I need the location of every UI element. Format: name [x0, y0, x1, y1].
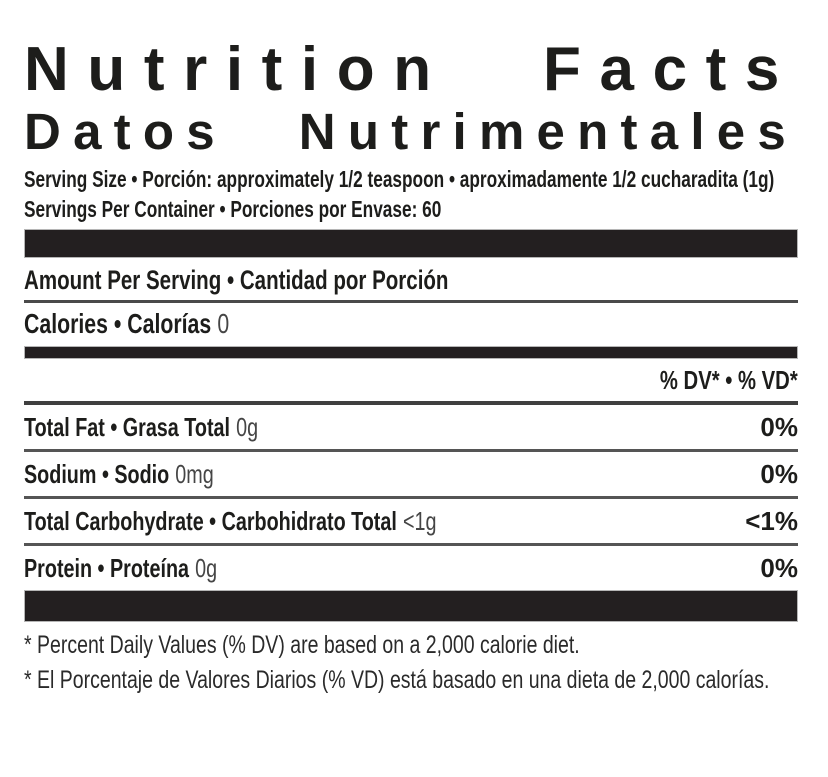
divider-under-dv-header — [24, 401, 798, 405]
divider-under-amount-header — [24, 300, 798, 303]
amount-per-serving-header: Amount Per Serving • Cantidad por Porció… — [24, 258, 798, 300]
nutrient-amount: 0g — [195, 553, 218, 583]
nutrient-row-sodium: Sodium • Sodio 0mg 0% — [24, 452, 798, 499]
daily-value-header: % DV* • % VD* — [24, 359, 798, 401]
nutrient-daily-value: <1% — [745, 506, 798, 536]
nutrient-row-protein: Protein • Proteína 0g 0% — [24, 546, 798, 590]
nutrient-daily-value: 0% — [760, 412, 798, 442]
servings-per-container-text: Servings Per Container • Porciones por E… — [24, 196, 442, 222]
nutrient-label: Total Fat • Grasa Total — [24, 412, 231, 442]
nutrient-row-total-carbohydrate: Total Carbohydrate • Carbohidrato Total <… — [24, 499, 798, 546]
top-separator-bar — [24, 229, 798, 258]
daily-value-header-text: % DV* • % VD* — [660, 365, 798, 395]
nutrient-label: Protein • Proteína — [24, 553, 190, 583]
amount-per-serving-text: Amount Per Serving • Cantidad por Porció… — [24, 265, 449, 295]
nutrient-label: Sodium • Sodio — [24, 459, 170, 489]
serving-size-line: Serving Size • Porción: approximately 1/… — [24, 164, 798, 194]
footnote-english: * Percent Daily Values (% DV) are based … — [24, 629, 798, 661]
serving-size-text: Serving Size • Porción: approximately 1/… — [24, 166, 775, 192]
footnote-spanish: * El Porcentaje de Valores Diarios (% VD… — [24, 664, 798, 696]
footnote-english-text: * Percent Daily Values (% DV) are based … — [24, 631, 580, 659]
servings-per-container-line: Servings Per Container • Porciones por E… — [24, 194, 798, 224]
calories-value: 0 — [217, 308, 230, 339]
title-english: Nutrition Facts — [24, 35, 798, 104]
footnote-spanish-text: * El Porcentaje de Valores Diarios (% VD… — [24, 666, 770, 694]
bottom-separator-bar — [24, 590, 798, 622]
nutrient-amount: 0mg — [175, 459, 214, 489]
nutrient-daily-value: 0% — [760, 553, 798, 583]
title-spanish: Datos Nutrimentales — [24, 103, 798, 160]
nutrient-amount: 0g — [236, 412, 259, 442]
nutrient-name: Sodium • Sodio 0mg — [24, 459, 214, 490]
calories-row: Calories • Calorías 0 — [24, 303, 798, 346]
calories-text: Calories • Calorías 0 — [24, 307, 229, 341]
nutrient-name: Total Carbohydrate • Carbohidrato Total <… — [24, 506, 436, 537]
nutrient-amount: <1g — [402, 506, 437, 536]
calories-separator-bar — [24, 346, 798, 359]
nutrient-daily-value: 0% — [760, 459, 798, 489]
nutrient-name: Total Fat • Grasa Total 0g — [24, 412, 258, 443]
nutrient-name: Protein • Proteína 0g — [24, 553, 217, 584]
nutrient-label: Total Carbohydrate • Carbohidrato Total — [24, 506, 397, 536]
calories-label: Calories • Calorías — [24, 308, 212, 339]
nutrient-row-total-fat: Total Fat • Grasa Total 0g 0% — [24, 405, 798, 452]
